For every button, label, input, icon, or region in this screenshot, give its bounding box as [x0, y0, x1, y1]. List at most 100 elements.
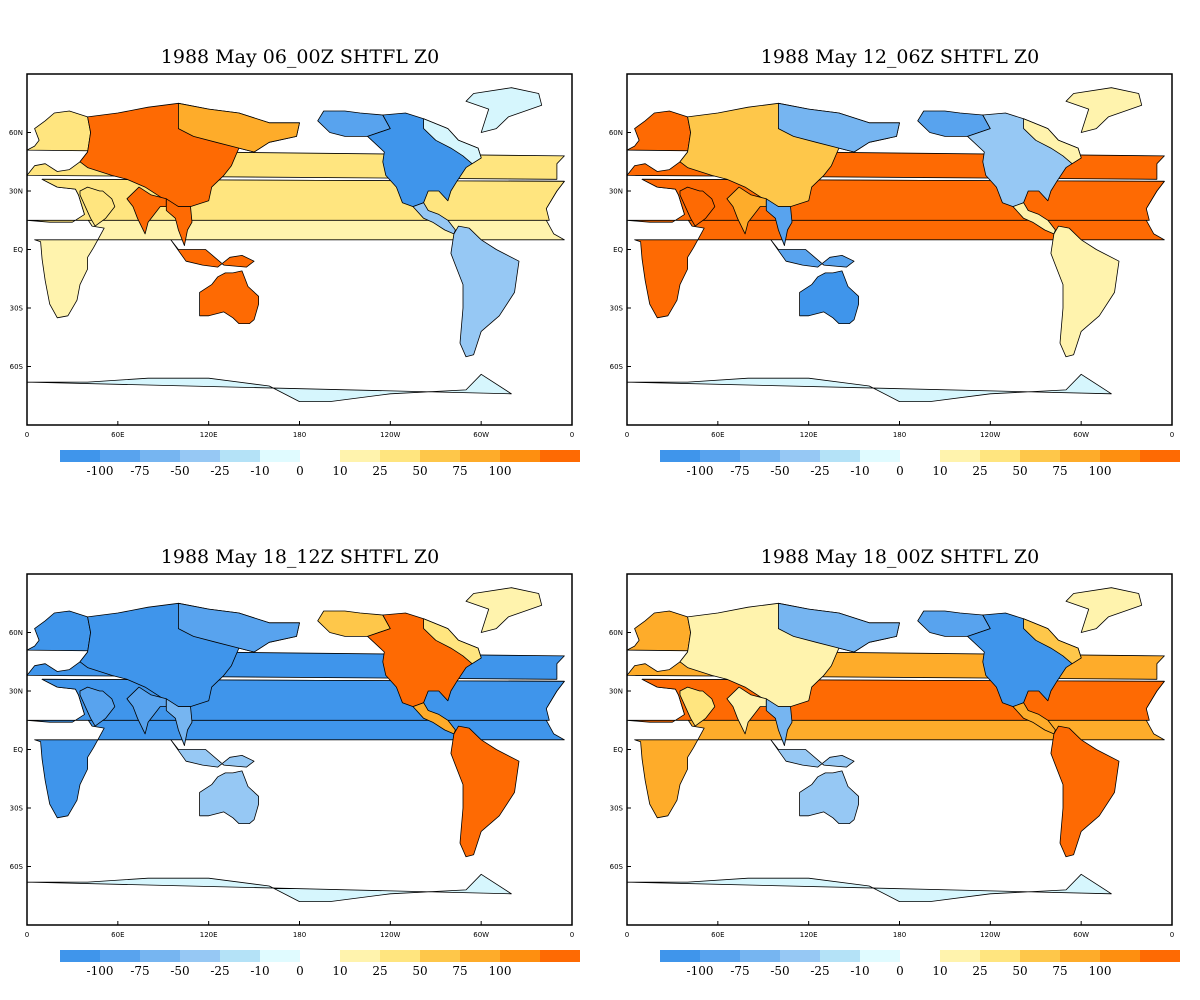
legend-label: 0: [896, 464, 904, 478]
legend-swatch: [1020, 950, 1060, 962]
legend-swatch: [660, 950, 700, 962]
region-indonesia: [170, 239, 255, 268]
region-siberia: [177, 602, 300, 653]
x-tick-label: 0: [25, 931, 29, 939]
region-arabia: [79, 186, 116, 227]
legend-label: 25: [972, 964, 987, 978]
y-tick-label: 60N: [609, 129, 623, 137]
legend-label: 100: [489, 464, 512, 478]
legend-label: -75: [130, 964, 149, 978]
legend-swatch: [700, 950, 740, 962]
region-seasia: [765, 198, 793, 247]
legend-swatch: [1100, 950, 1140, 962]
legend-label: -10: [850, 964, 869, 978]
y-tick-label: 30S: [10, 805, 24, 813]
x-tick-label: 120W: [380, 431, 400, 439]
panel-title: 1988 May 12_06Z SHTFL Z0: [760, 46, 1040, 68]
region-india: [126, 186, 167, 235]
region-greenland: [1065, 587, 1143, 633]
legend-label: 10: [932, 464, 947, 478]
x-tick-label: 120E: [200, 931, 218, 939]
legend-swatch: [180, 950, 220, 962]
region-india: [726, 186, 767, 235]
legend-swatch: [860, 950, 900, 962]
y-tick-label: 30S: [10, 305, 24, 313]
x-tick-label: 120E: [800, 931, 818, 939]
legend-swatch: [860, 450, 900, 462]
x-tick-label: 180: [893, 431, 906, 439]
region-southamerica: [1050, 725, 1120, 858]
panel-title: 1988 May 18_12Z SHTFL Z0: [160, 546, 440, 568]
region-arabia: [679, 686, 716, 727]
y-tick-label: 60S: [610, 363, 624, 371]
region-seasia: [165, 698, 193, 747]
x-tick-label: 60E: [111, 431, 124, 439]
legend-swatch: [820, 950, 860, 962]
legend-swatch: [820, 450, 860, 462]
legend-swatch: [780, 950, 820, 962]
y-tick-label: 30N: [609, 188, 623, 196]
panel-2: 1988 May 12_06Z SHTFL Z0 60N 30N EQ 30S 60S 0…: [600, 0, 1200, 500]
legend-swatch: [100, 950, 140, 962]
x-tick-label: 120W: [980, 931, 1000, 939]
legend-swatch: [60, 950, 100, 962]
legend-swatch: [100, 450, 140, 462]
legend-label: 10: [932, 964, 947, 978]
region-canada-north: [423, 618, 482, 665]
legend-swatch: [1060, 950, 1100, 962]
legend-label: 0: [896, 964, 904, 978]
y-tick-label: 60S: [610, 863, 624, 871]
region-antarctica: [26, 873, 512, 926]
panel-1: 1988 May 06_00Z SHTFL Z0 60N 30N EQ 30S 60S 0…: [0, 0, 600, 500]
legend-swatch: [780, 450, 820, 462]
y-tick-label: EQ: [613, 746, 623, 754]
y-tick-label: 60S: [10, 363, 24, 371]
legend-label: 50: [412, 964, 427, 978]
legend-swatch: [460, 950, 500, 962]
x-tick-label: 0: [570, 431, 574, 439]
legend-swatch: [340, 450, 380, 462]
region-siberia: [777, 602, 900, 653]
region-southamerica: [1050, 225, 1120, 358]
x-tick-label: 0: [1170, 931, 1174, 939]
legend-label: -50: [170, 464, 189, 478]
legend-swatch: [140, 950, 180, 962]
legend-label: 25: [372, 464, 387, 478]
region-centralamerica: [412, 702, 456, 735]
panel-4: 1988 May 18_00Z SHTFL Z0 60N 30N EQ 30S 60S 0…: [600, 500, 1200, 1000]
y-tick-label: EQ: [13, 746, 23, 754]
x-tick-label: 120E: [200, 431, 218, 439]
region-canada-north: [1023, 618, 1082, 665]
legend-label: 75: [452, 964, 467, 978]
legend-label: 50: [412, 464, 427, 478]
y-tick-label: 30N: [9, 688, 23, 696]
panel-title: 1988 May 18_00Z SHTFL Z0: [760, 546, 1040, 568]
x-tick-label: 60E: [711, 931, 724, 939]
region-canada-north: [423, 118, 482, 165]
y-tick-label: 60N: [9, 129, 23, 137]
legend-swatch: [460, 450, 500, 462]
legend-label: -75: [130, 464, 149, 478]
region-antarctica: [26, 373, 512, 426]
legend-swatch: [740, 450, 780, 462]
region-siberia: [777, 102, 900, 153]
region-australia: [799, 770, 860, 825]
y-tick-label: EQ: [13, 246, 23, 254]
x-tick-label: 120W: [980, 431, 1000, 439]
legend-swatch: [140, 450, 180, 462]
legend-swatch: [60, 450, 100, 462]
region-arabia: [79, 686, 116, 727]
y-tick-label: EQ: [613, 246, 623, 254]
x-tick-label: 0: [570, 931, 574, 939]
x-tick-label: 60E: [111, 931, 124, 939]
legend-swatch: [380, 950, 420, 962]
legend-label: 100: [1089, 964, 1112, 978]
legend-label: -75: [730, 964, 749, 978]
legend-label: -10: [250, 964, 269, 978]
legend-swatch: [500, 450, 540, 462]
legend-swatch: [1100, 450, 1140, 462]
legend-swatch: [1020, 450, 1060, 462]
